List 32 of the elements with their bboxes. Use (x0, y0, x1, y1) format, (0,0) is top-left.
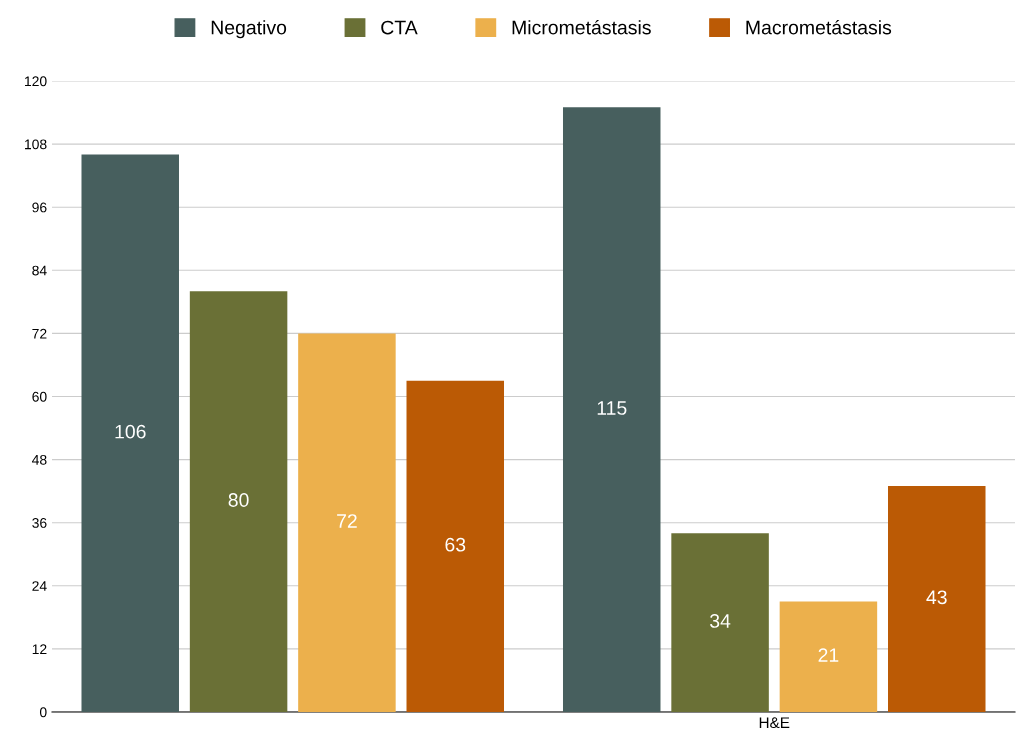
y-tick-label: 12 (32, 644, 47, 654)
legend-label: Micrometástasis (512, 19, 651, 35)
bar (671, 533, 769, 712)
legend-label: Macrometástasis (746, 19, 892, 35)
bar (888, 485, 986, 712)
y-tick-label: 60 (32, 391, 47, 402)
y-tick-label: 84 (32, 265, 47, 276)
data-label: 21 (818, 648, 839, 662)
y-tick-label: 120 (25, 76, 47, 87)
y-tick-label: 48 (32, 454, 47, 465)
y-tick-label: 24 (32, 581, 47, 591)
data-label: 63 (445, 537, 466, 552)
data-label: 106 (115, 424, 146, 439)
bar (406, 380, 505, 712)
bar (562, 107, 661, 712)
data-label: 43 (926, 590, 947, 605)
y-tick-label: 36 (32, 518, 47, 528)
bar (189, 291, 288, 712)
bar (779, 601, 878, 712)
y-tick-label: 0 (39, 707, 47, 718)
x-tick-label: H&E (759, 717, 790, 729)
legend-label: CTA (381, 20, 418, 35)
data-label: 34 (710, 614, 731, 628)
y-tick-label: 72 (32, 328, 47, 339)
y-tick-label: 108 (25, 139, 47, 150)
data-label: 115 (597, 401, 627, 415)
legend-label: Negativo (211, 20, 287, 39)
data-label: 72 (337, 514, 357, 528)
y-tick-label: 96 (32, 202, 47, 213)
data-label: 80 (228, 493, 249, 507)
bar (298, 333, 396, 712)
bar (81, 154, 179, 712)
